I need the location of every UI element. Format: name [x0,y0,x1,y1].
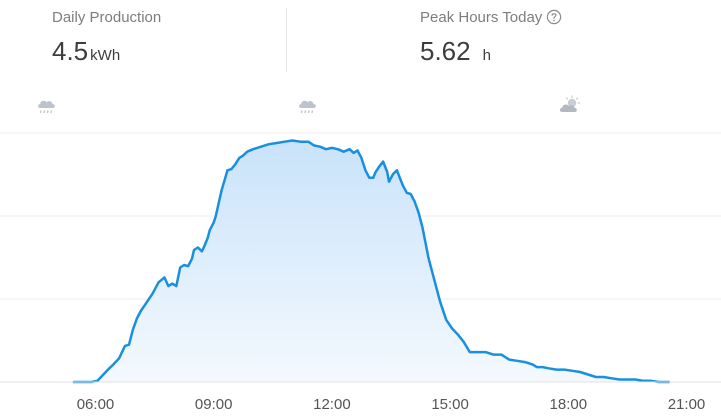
x-tick-label: 18:00 [550,396,588,413]
production-line [72,139,671,384]
daily-production-value-row: 4.5 kWh [52,36,120,67]
rain-cloud-icon [36,95,58,122]
x-tick-label: 21:00 [668,396,706,413]
peak-hours-label-row: Peak Hours Today [420,9,562,29]
peak-hours-label: Peak Hours Today [420,9,543,26]
question-circle-icon[interactable] [546,9,562,29]
peak-hours-value: 5.62 [420,36,471,66]
peak-hours-unit: h [482,47,491,64]
chart-x-ticks: 06:00 09:00 12:00 15:00 18:00 21:00 [77,396,706,413]
stats-header: Daily Production 4.5 kWh Peak Hours Today… [0,0,721,72]
production-area [73,140,669,382]
daily-production-value: 4.5 [52,36,89,66]
production-chart: 06:00 09:00 12:00 15:00 18:00 21:00 [0,132,721,413]
rain-cloud-icon [297,95,319,122]
x-tick-label: 06:00 [77,396,115,413]
x-tick-label: 09:00 [195,396,233,413]
stats-divider [286,8,287,72]
daily-production-unit: kWh [90,47,121,64]
x-tick-label: 12:00 [313,396,351,413]
x-tick-label: 15:00 [431,396,469,413]
peak-hours-value-row: 5.62 h [420,36,491,67]
daily-production-label: Daily Production [52,9,162,26]
partly-sunny-icon [558,95,582,122]
